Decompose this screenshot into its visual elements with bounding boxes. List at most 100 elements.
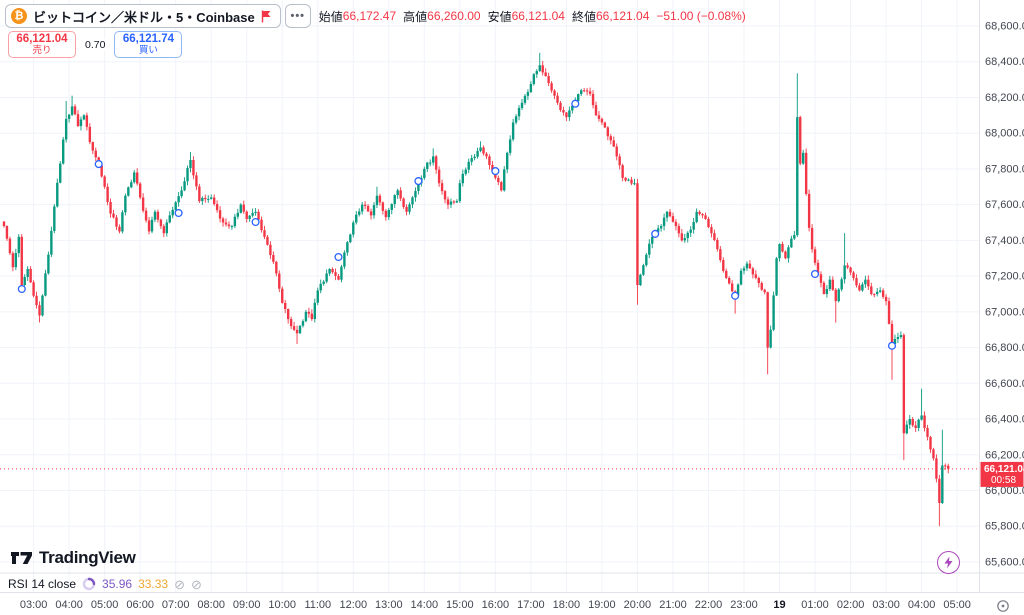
candle-body (266, 236, 269, 245)
candle-body (624, 177, 627, 181)
time-tick-label: 04:00 (55, 599, 83, 611)
candle-body (443, 191, 447, 200)
candle-body (186, 168, 189, 182)
candle-body (115, 217, 118, 227)
price-tick-label: 66,400.00 (985, 414, 1024, 426)
event-marker (731, 291, 740, 300)
time-axis[interactable]: 03:00 04:00 05:00 06:00 07:00 08:00 09:00 10:00… (20, 599, 971, 611)
symbol-pill[interactable]: ₿ ビットコイン／米ドル・5・Coinbase (5, 4, 281, 28)
candle-body (239, 204, 242, 213)
candle-body (286, 309, 290, 320)
price-tick-label: 68,400.00 (985, 56, 1024, 68)
lightning-icon (944, 556, 953, 569)
hide-value-icon-1[interactable]: ⊘ (174, 576, 186, 592)
candle-body (944, 465, 947, 467)
candle-body (381, 202, 385, 211)
candle-body (680, 233, 684, 241)
candle-body (535, 71, 538, 75)
candle-body (218, 210, 222, 219)
candle-body (210, 197, 213, 199)
candle-body (236, 212, 240, 217)
candle-body (890, 323, 894, 344)
price-tick-label: 68,600.00 (985, 21, 1024, 33)
candle-body (14, 253, 18, 268)
candle-body (881, 290, 885, 297)
candle-body (5, 226, 9, 239)
time-tick-label: 20:00 (624, 599, 652, 611)
price-tick-label: 67,200.00 (985, 271, 1024, 283)
tradingview-logo[interactable]: TradingView (10, 548, 136, 568)
candle-body (346, 242, 349, 253)
candle-body (884, 296, 888, 302)
candle-body (523, 95, 527, 103)
candle-body (221, 218, 225, 223)
candle-body (245, 211, 248, 219)
price-tick-label: 68,200.00 (985, 92, 1024, 104)
candle-body (100, 165, 103, 177)
candle-body (29, 268, 32, 283)
candle-body (751, 268, 755, 275)
event-marker (571, 99, 580, 108)
candle-body (254, 211, 257, 213)
candle-body (514, 116, 518, 123)
candle-body (53, 206, 56, 231)
event-marker (94, 160, 103, 169)
candle-body (251, 212, 254, 216)
event-marker (17, 284, 26, 294)
candle-body (766, 292, 769, 348)
hide-value-icon-2[interactable]: ⊘ (191, 576, 202, 592)
close-label: 終値 (571, 9, 596, 24)
close-value: 66,121.04 (595, 9, 650, 23)
candle-body (150, 219, 154, 232)
candle-body (360, 204, 364, 212)
candle-body (180, 190, 183, 197)
candle-body (938, 478, 941, 503)
candle-body (207, 198, 210, 200)
candle-body (858, 285, 861, 291)
candle-body (47, 254, 50, 274)
candle-body (893, 339, 897, 344)
price-tick-label: 67,400.00 (985, 235, 1024, 247)
candle-body (556, 95, 559, 103)
flag-icon[interactable] (261, 10, 272, 23)
rsi-title[interactable]: RSI 14 close (8, 577, 77, 591)
candle-body (547, 76, 550, 84)
candles-layer[interactable] (2, 52, 950, 527)
candle-body (585, 90, 589, 92)
candle-body (289, 319, 293, 327)
candle-body (529, 84, 533, 93)
chart-legend: ₿ ビットコイン／米ドル・5・Coinbase ••• 始値 66,172.47 … (5, 4, 746, 28)
price-axis[interactable]: 68,600.00 68,400.00 68,200.00 68,000.00 67,8… (985, 21, 1024, 569)
more-options-button[interactable]: ••• (284, 4, 311, 28)
rsi-legend: RSI 14 close 35.96 33.33 ⊘ ⊘ (8, 577, 202, 591)
flash-boost-button[interactable] (937, 551, 960, 574)
candle-body (683, 238, 686, 241)
candle-body (577, 94, 580, 102)
event-markers-layer[interactable] (17, 99, 897, 350)
candle-body (91, 142, 94, 151)
candle-body (500, 182, 503, 191)
price-tick-label: 65,600.00 (985, 557, 1024, 569)
candle-body (837, 289, 840, 302)
time-tick-label: 09:00 (233, 599, 261, 611)
candle-body (861, 284, 864, 291)
candle-body (719, 249, 722, 261)
axis-settings-icon[interactable] (997, 600, 1009, 612)
event-marker (251, 217, 260, 227)
buy-button[interactable]: 66,121.74 買い (114, 31, 183, 58)
candle-body (411, 197, 414, 205)
candle-body (873, 293, 876, 295)
candle-body (580, 90, 583, 95)
candle-body (544, 72, 547, 77)
grid-layer (0, 0, 980, 593)
sell-button[interactable]: 66,121.04 売り (8, 31, 76, 58)
candle-body (168, 215, 171, 223)
candle-body (517, 107, 521, 117)
candle-body (834, 289, 837, 302)
candle-body (295, 329, 299, 334)
candle-body (227, 224, 231, 227)
last-price-label: 66,121.0400:58 (980, 461, 1024, 487)
candle-body (233, 216, 237, 227)
candle-body (559, 102, 562, 110)
